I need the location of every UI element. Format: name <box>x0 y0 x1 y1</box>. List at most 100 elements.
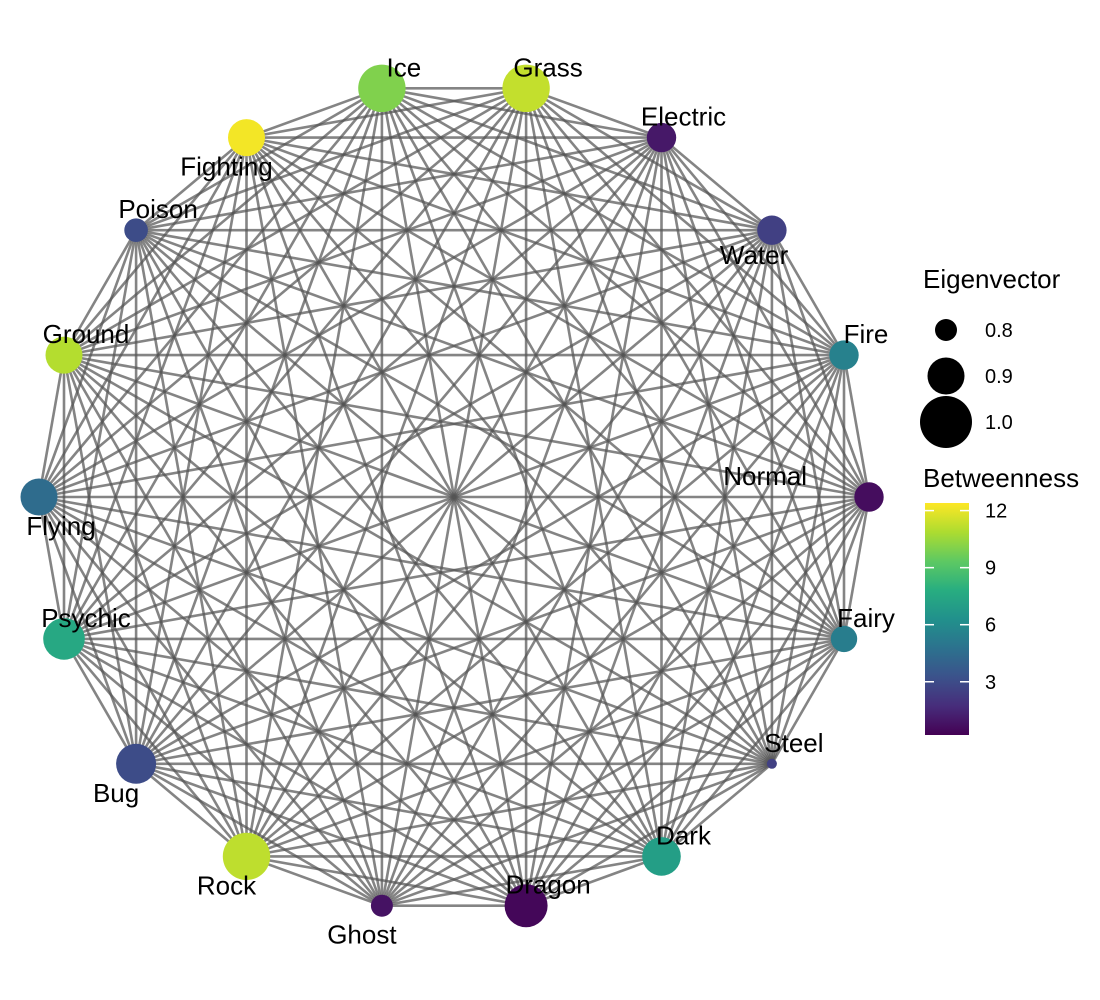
edge-flying-poison <box>37 229 138 498</box>
node-label-rock: Rock <box>197 870 257 900</box>
node-label-fighting: Fighting <box>180 152 273 182</box>
edge-ice-psychic <box>62 87 384 640</box>
edge-flying-ground <box>37 354 66 498</box>
edge-normal-fairy <box>842 496 871 640</box>
edge-ghost-fighting <box>245 137 384 906</box>
edge-psychic-flying <box>37 496 66 640</box>
node-water <box>757 215 787 245</box>
edge-rock-flying <box>37 496 248 858</box>
size-legend: 0.8 0.9 1.0 <box>920 319 1013 448</box>
color-tick-label-3: 3 <box>985 672 996 694</box>
node-label-ghost: Ghost <box>327 920 397 950</box>
color-tick-label-1: 9 <box>985 558 996 580</box>
edge-dragon-rock <box>246 855 527 907</box>
edge-rock-psychic <box>63 638 248 858</box>
edge-ground-fighting <box>63 136 248 356</box>
edges-layer <box>37 87 871 908</box>
edge-fairy-fighting <box>245 136 845 640</box>
edge-steel-ghost <box>381 762 773 907</box>
edge-fire-flying <box>38 353 845 499</box>
node-label-electric: Electric <box>641 102 726 132</box>
edge-fairy-rock <box>246 637 845 858</box>
node-label-fire: Fire <box>844 319 889 349</box>
edge-water-fire <box>770 229 846 356</box>
edge-electric-dragon <box>524 137 663 906</box>
edge-ghost-psychic <box>63 637 383 907</box>
edge-psychic-poison <box>62 229 138 640</box>
edge-fire-normal <box>842 354 871 498</box>
edge-ice-normal <box>381 87 870 498</box>
edge-dark-flying <box>38 495 663 858</box>
node-label-bug: Bug <box>93 778 139 808</box>
color-tick-label-0: 12 <box>985 501 1007 523</box>
node-label-grass: Grass <box>513 52 582 82</box>
edge-normal-ground <box>63 353 870 499</box>
size-legend-title: Eigenvector <box>923 264 1061 294</box>
edge-fire-rock <box>245 354 845 858</box>
node-bug <box>116 743 157 784</box>
edge-steel-dark <box>660 762 773 858</box>
node-dark <box>642 837 681 876</box>
node-label-poison: Poison <box>118 194 198 224</box>
edge-fairy-flying <box>38 495 845 641</box>
edge-steel-psychic <box>63 637 773 766</box>
edge-grass-flying <box>38 87 527 498</box>
node-normal <box>854 482 884 512</box>
node-label-dark: Dark <box>656 820 712 850</box>
edge-electric-water <box>660 136 773 232</box>
edge-fire-fighting <box>246 136 845 357</box>
edge-ghost-flying <box>38 496 383 907</box>
node-label-normal: Normal <box>723 461 807 491</box>
edge-water-ground <box>63 228 773 357</box>
edge-grass-fire <box>525 87 845 357</box>
node-flying <box>20 478 58 516</box>
edge-steel-fighting <box>245 136 773 765</box>
edge-ice-steel <box>380 87 774 765</box>
edge-normal-dark <box>660 496 871 858</box>
node-psychic <box>43 618 85 660</box>
edge-fairy-dragon <box>525 637 845 907</box>
size-legend-label-1: 0.9 <box>985 366 1013 388</box>
edge-ice-water <box>381 87 773 232</box>
edge-ghost-bug <box>135 762 383 907</box>
node-grass <box>502 64 550 113</box>
node-fire <box>829 340 859 370</box>
edge-dragon-poison <box>134 229 528 907</box>
size-legend-label-0: 0.8 <box>985 320 1013 342</box>
edge-ice-rock <box>245 88 384 857</box>
edge-normal-bug <box>135 495 870 766</box>
edge-electric-normal <box>660 136 871 498</box>
edge-water-dark <box>660 229 774 857</box>
edge-normal-fighting <box>245 136 870 499</box>
node-dragon <box>504 884 548 928</box>
size-legend-label-2: 1.0 <box>985 412 1013 434</box>
edge-flying-fighting <box>37 136 248 498</box>
node-label-water: Water <box>720 240 789 270</box>
edge-fire-dragon <box>524 354 846 907</box>
edge-fairy-steel <box>770 638 846 765</box>
edge-ghost-ground <box>62 354 384 907</box>
node-label-fairy: Fairy <box>837 603 895 633</box>
edge-dragon-psychic <box>63 637 527 907</box>
edge-ice-ground <box>63 87 383 357</box>
node-label-flying: Flying <box>26 511 95 541</box>
node-fighting <box>228 119 265 157</box>
edge-bug-fighting <box>134 137 248 765</box>
edge-fairy-bug <box>135 637 845 766</box>
edge-dragon-fighting <box>245 137 528 907</box>
edge-ghost-poison <box>134 229 384 907</box>
edge-bug-flying <box>37 496 138 765</box>
size-legend-key-2 <box>920 396 972 448</box>
edge-steel-ground <box>63 353 773 765</box>
size-legend-key-0 <box>935 319 957 341</box>
node-poison <box>124 218 148 242</box>
node-ice <box>358 64 406 113</box>
node-label-ground: Ground <box>43 319 130 349</box>
color-bar-ticks: 12 9 6 3 <box>925 501 1007 694</box>
edge-ghost-rock <box>246 855 383 907</box>
edge-dark-ghost <box>381 855 662 907</box>
edge-fire-poison <box>135 228 845 357</box>
edge-psychic-fighting <box>62 137 248 640</box>
edge-ice-fighting <box>246 87 383 139</box>
edge-normal-ghost <box>381 496 870 907</box>
